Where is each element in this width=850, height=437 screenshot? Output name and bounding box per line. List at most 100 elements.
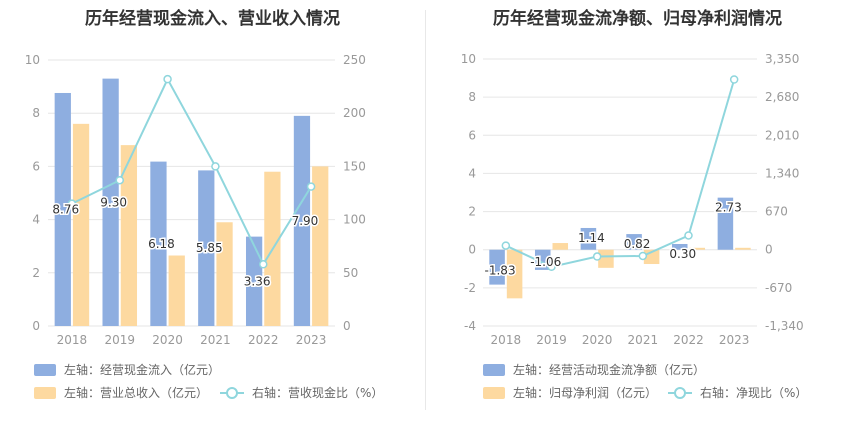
bar-orange — [120, 145, 138, 326]
ratio-point — [67, 199, 77, 208]
bar-data-label: -1.83 — [485, 264, 516, 278]
bar-data-label: 1.14 — [578, 231, 605, 245]
y-left-tick-label: 0 — [468, 243, 476, 257]
panel-divider — [425, 10, 426, 410]
chart-1-title: 历年经营现金流入、营业收入情况 — [85, 9, 340, 29]
bar-blue — [54, 92, 71, 326]
y-right-tick-label: 670 — [765, 205, 788, 219]
legend-swatch-orange — [34, 386, 56, 399]
bar-blue — [626, 234, 642, 250]
legend-label: 右轴：营收现金比（%） — [252, 386, 384, 400]
y-right-tick-label: 50 — [343, 266, 358, 280]
x-tick-label: 2019 — [104, 333, 135, 347]
legend-label: 左轴：归母净利润（亿元） — [513, 386, 658, 400]
bar-data-label: 3.36 — [244, 274, 271, 288]
ratio-point — [115, 175, 124, 185]
legend-swatch-blue — [483, 363, 505, 376]
y-right-tick-label: 2,010 — [765, 128, 799, 142]
x-tick-label: 2018 — [57, 333, 88, 347]
x-tick-label: 2021 — [628, 333, 659, 347]
ratio-line — [505, 79, 736, 268]
bar-orange — [506, 249, 523, 299]
x-tick-label: 2022 — [673, 333, 704, 347]
chart-2-legend-item-1[interactable]: 左轴：经营活动现金流净额（亿元） — [483, 361, 705, 378]
x-tick-label: 2021 — [200, 333, 231, 347]
y-left-tick-label: -2 — [464, 281, 476, 295]
bar-data-label: 2.73 — [715, 201, 742, 215]
bar-blue — [489, 249, 505, 285]
bar-data-label: 6.18 — [148, 237, 175, 251]
bar-blue — [198, 170, 215, 326]
bar-orange — [312, 166, 329, 326]
ratio-line — [71, 76, 312, 267]
bar-orange — [552, 243, 569, 250]
y-right-tick-label: 0 — [765, 243, 773, 257]
x-tick-label: 2023 — [719, 333, 750, 347]
ratio-point — [306, 182, 316, 191]
y-left-tick-label: 6 — [32, 159, 40, 173]
bar-blue — [102, 78, 119, 327]
bar-data-label: 0.82 — [624, 237, 651, 251]
bar-blue — [580, 227, 597, 250]
ratio-point — [729, 75, 739, 84]
bar-orange — [735, 247, 751, 250]
y-right-tick-label: 2,680 — [765, 90, 799, 104]
ratio-point — [501, 241, 511, 250]
y-left-tick-label: 6 — [468, 128, 476, 142]
bar-data-label: 7.90 — [292, 214, 319, 228]
chart-2-legend-item-2[interactable]: 左轴：归母净利润（亿元） — [483, 384, 657, 401]
ratio-point — [259, 260, 268, 269]
y-right-tick-label: 150 — [343, 159, 366, 173]
bar-data-label: 0.30 — [669, 247, 696, 261]
ratio-point — [638, 251, 648, 261]
y-right-tick-label: 3,350 — [765, 52, 799, 66]
legend-swatch-blue — [34, 363, 56, 376]
x-tick-label: 2019 — [536, 333, 567, 347]
y-left-tick-label: 8 — [32, 106, 40, 120]
x-tick-label: 2020 — [582, 333, 613, 347]
bar-blue — [293, 115, 311, 326]
y-right-tick-label: 0 — [343, 319, 351, 333]
ratio-point — [211, 162, 220, 171]
legend-label: 右轴：净现比（%） — [700, 386, 808, 400]
bar-data-label: -1.06 — [530, 255, 561, 269]
ratio-point — [684, 231, 693, 240]
legend-line-icon — [220, 386, 244, 399]
bar-orange — [72, 123, 90, 326]
y-left-tick-label: 4 — [32, 213, 40, 227]
chart-2-title: 历年经营现金流净额、归母净利润情况 — [493, 9, 782, 29]
chart-2-legend-item-3[interactable]: 右轴：净现比（%） — [668, 384, 807, 401]
y-right-tick-label: -1,340 — [765, 319, 804, 333]
bar-orange — [168, 255, 185, 326]
y-right-tick-label: 200 — [343, 106, 366, 120]
y-left-tick-label: 2 — [32, 266, 40, 280]
legend-line-icon — [668, 386, 692, 399]
x-tick-label: 2023 — [296, 333, 327, 347]
chart-1-legend-item-2[interactable]: 左轴：营业总收入（亿元） — [34, 384, 208, 401]
bar-orange — [689, 247, 706, 250]
y-left-tick-label: 10 — [25, 53, 40, 67]
y-left-tick-label: 8 — [468, 90, 476, 104]
bar-blue — [717, 197, 734, 250]
bar-orange — [216, 222, 233, 326]
x-tick-label: 2018 — [491, 333, 522, 347]
ratio-point — [163, 74, 172, 84]
y-right-tick-label: 1,340 — [765, 166, 799, 180]
legend-swatch-orange — [483, 386, 505, 399]
chart-1-legend-item-3[interactable]: 右轴：营收现金比（%） — [220, 384, 383, 401]
y-right-tick-label: 250 — [343, 53, 366, 67]
bar-blue — [671, 243, 688, 250]
bar-data-label: 8.76 — [52, 202, 79, 216]
bar-blue — [245, 236, 263, 326]
y-right-tick-label: -670 — [765, 281, 792, 295]
chart-1-legend-item-1[interactable]: 左轴：经营现金流入（亿元） — [34, 361, 220, 378]
bar-data-label: 9.30 — [100, 195, 127, 209]
x-tick-label: 2020 — [152, 333, 183, 347]
ratio-point — [547, 262, 556, 272]
legend-label: 左轴：营业总收入（亿元） — [64, 386, 209, 400]
bar-blue — [150, 161, 167, 326]
y-left-tick-label: -4 — [464, 319, 476, 333]
